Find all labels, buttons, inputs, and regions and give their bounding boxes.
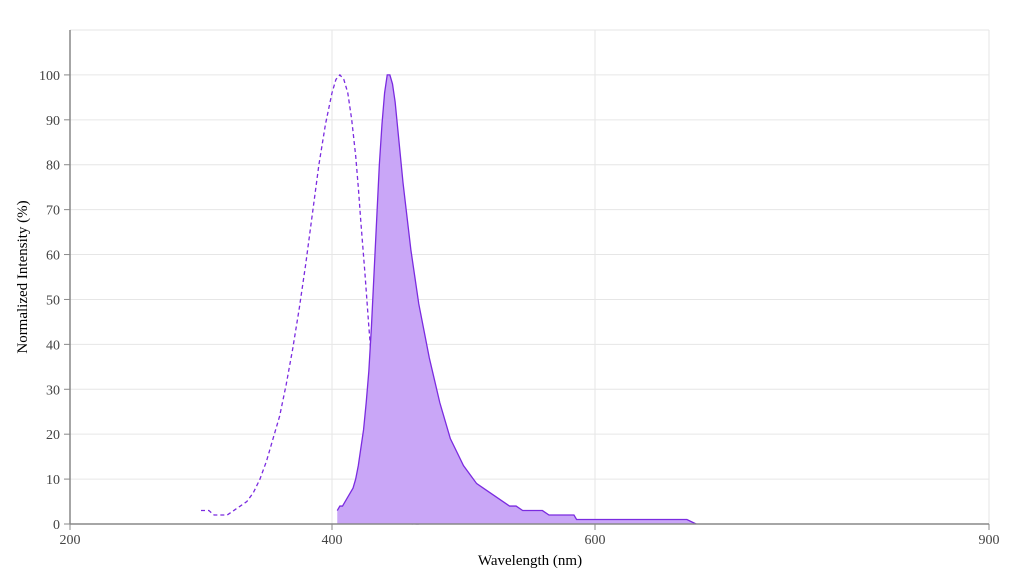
y-axis-title: Normalized Intensity (%): [15, 200, 31, 353]
x-tick-label: 600: [585, 533, 606, 548]
x-tick-label: 900: [979, 533, 1000, 548]
grid: [70, 29, 990, 524]
y-tick-label: 70: [46, 204, 60, 219]
y-tick-label: 90: [46, 114, 60, 129]
series-area-1: [337, 74, 697, 524]
y-tick-label: 80: [46, 159, 60, 174]
x-tick-label: 400: [322, 533, 343, 548]
x-tick-label: 200: [60, 533, 81, 548]
y-tick-label: 60: [46, 249, 60, 264]
series-line-1: [336, 74, 697, 525]
y-tick-label: 20: [46, 428, 60, 443]
y-tick-label: 40: [46, 338, 60, 353]
axes: 0 10 20 30 40 50 60 70 80 90 100 200 400 600 900: [39, 30, 1000, 548]
y-tick-label: 10: [46, 473, 60, 488]
y-tick-label: 30: [46, 383, 60, 398]
x-axis-title: Wavelength (nm): [478, 553, 582, 569]
y-tick-label: 50: [46, 293, 60, 308]
y-tick-label: 0: [53, 518, 60, 533]
y-tick-label: 100: [39, 69, 60, 84]
series-layer: [201, 73, 697, 525]
